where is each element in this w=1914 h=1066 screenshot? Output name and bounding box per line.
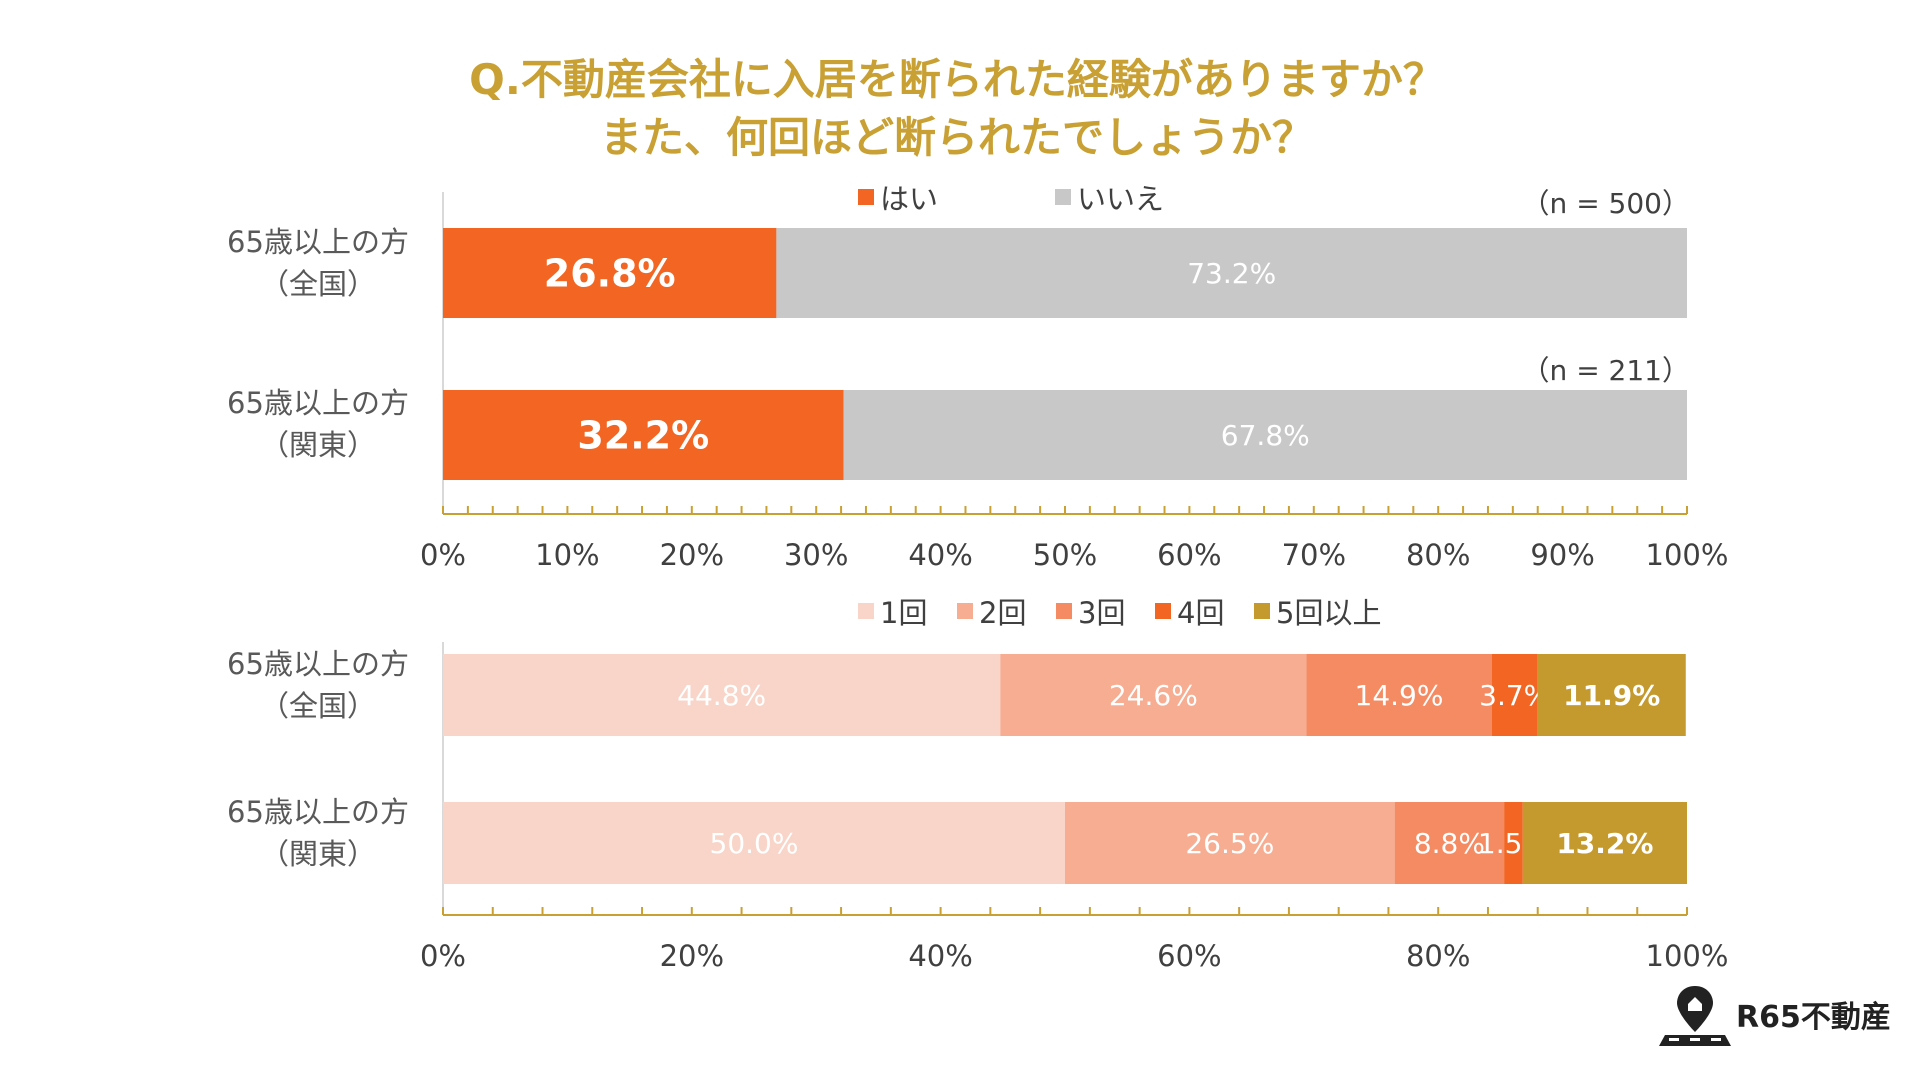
x-tick-label: 40% [908, 538, 972, 572]
bar-segment [776, 228, 1687, 318]
x-tick-label: 30% [784, 538, 848, 572]
data-label: 73.2% [1187, 257, 1276, 290]
bar-segment [1491, 654, 1538, 736]
x-tick-label: 0% [420, 538, 466, 572]
x-tick-label: 40% [908, 939, 972, 973]
x-tick-label: 60% [1157, 939, 1221, 973]
legend-swatch [1254, 603, 1270, 619]
category-label: （関東） [260, 837, 376, 871]
data-label: 26.5% [1185, 827, 1274, 860]
data-label: 13.2% [1556, 827, 1653, 860]
bar-segment [1394, 802, 1505, 884]
data-label: 24.6% [1109, 679, 1198, 712]
legend-label: 4回 [1177, 596, 1224, 630]
data-label: 26.8% [544, 252, 676, 296]
x-tick-label: 90% [1530, 538, 1594, 572]
data-label: 67.8% [1221, 419, 1310, 452]
bar-segment [1522, 802, 1687, 884]
x-tick-label: 80% [1406, 939, 1470, 973]
bar-segment [443, 228, 777, 318]
category-label: 65歳以上の方 [227, 386, 409, 420]
x-tick-label: 80% [1406, 538, 1470, 572]
sample-size-label: （n = 211） [1522, 354, 1690, 387]
legend-swatch [1056, 603, 1072, 619]
category-label: 65歳以上の方 [227, 647, 409, 681]
bar-segment [443, 390, 844, 480]
bar-segment [443, 654, 1001, 736]
brand-name: R65不動産 [1736, 1000, 1891, 1035]
bar-segment [843, 390, 1687, 480]
category-label: （全国） [260, 267, 376, 301]
x-tick-label: 0% [420, 939, 466, 973]
bar-segment [1504, 802, 1523, 884]
sample-size-label: （n = 500） [1522, 187, 1690, 220]
chart-title-line1: Q.不動産会社に入居を断られた経験がありますか？ [469, 55, 1445, 104]
x-tick-label: 50% [1033, 538, 1097, 572]
data-label: 8.8% [1414, 827, 1485, 860]
legend-swatch [858, 603, 874, 619]
data-label: 50.0% [710, 827, 799, 860]
category-label: 65歳以上の方 [227, 795, 409, 829]
legend-label: 2回 [979, 596, 1026, 630]
legend-label: 5回以上 [1276, 596, 1381, 630]
data-label: 14.9% [1355, 679, 1444, 712]
x-tick-label: 100% [1646, 939, 1729, 973]
x-tick-label: 20% [660, 538, 724, 572]
legend-swatch [858, 189, 874, 205]
category-label: 65歳以上の方 [227, 225, 409, 259]
bar-segment [1537, 654, 1686, 736]
bar-segment [1000, 654, 1307, 736]
brand-logo-icon [1659, 986, 1731, 1046]
data-label: 11.9% [1563, 679, 1660, 712]
data-label: 32.2% [577, 414, 709, 458]
x-tick-label: 10% [535, 538, 599, 572]
data-label: 44.8% [677, 679, 766, 712]
x-tick-label: 100% [1646, 538, 1729, 572]
legend-label: はい [880, 182, 938, 216]
legend-swatch [957, 603, 973, 619]
legend-swatch [1155, 603, 1171, 619]
legend-label: 1回 [880, 596, 927, 630]
bar-segment [443, 802, 1065, 884]
legend-label: いいえ [1077, 182, 1164, 216]
bar-segment [1306, 654, 1492, 736]
x-tick-label: 20% [660, 939, 724, 973]
chart-title-line2: また、何回ほど断られたでしょうか？ [599, 113, 1314, 162]
category-label: （全国） [260, 689, 376, 723]
x-tick-label: 60% [1157, 538, 1221, 572]
category-label: （関東） [260, 428, 376, 462]
bar-segment [1065, 802, 1395, 884]
legend-swatch [1055, 189, 1071, 205]
x-tick-label: 70% [1282, 538, 1346, 572]
legend-label: 3回 [1078, 596, 1125, 630]
